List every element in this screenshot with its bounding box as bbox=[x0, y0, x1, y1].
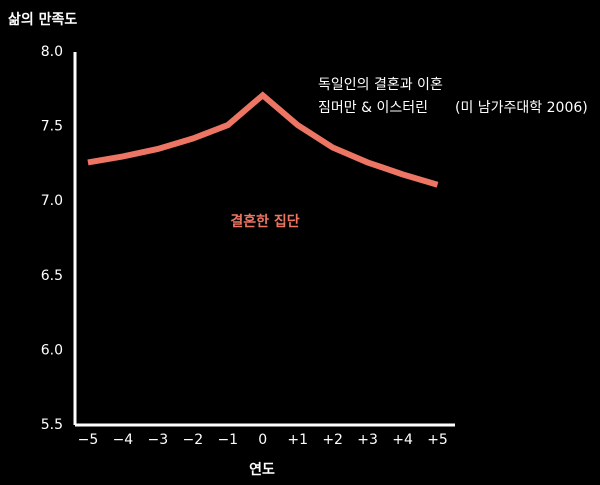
y-tick-label: 7.0 bbox=[41, 193, 63, 209]
x-tick-label: +1 bbox=[287, 432, 308, 448]
x-tick-label: +2 bbox=[322, 432, 343, 448]
annotation: 독일인의 결혼과 이혼 bbox=[318, 77, 443, 93]
x-tick-label: −4 bbox=[113, 432, 134, 448]
x-tick-label: 0 bbox=[258, 432, 267, 448]
x-tick-label: +5 bbox=[427, 432, 448, 448]
annotation: (미 남가주대학 2006) bbox=[455, 100, 588, 116]
y-tick-label: 7.5 bbox=[41, 119, 63, 135]
y-tick-label: 6.5 bbox=[41, 268, 63, 284]
series-label: 결혼한 집단 bbox=[230, 213, 299, 230]
x-tick-label: +4 bbox=[392, 432, 413, 448]
data-line bbox=[87, 91, 439, 188]
x-tick-label: −1 bbox=[217, 432, 238, 448]
x-tick-label: −2 bbox=[182, 432, 203, 448]
y-tick-label: 6.0 bbox=[41, 342, 63, 358]
x-tick-label: −5 bbox=[78, 432, 99, 448]
y-tick-label: 8.0 bbox=[41, 44, 63, 60]
y-axis-label: 삶의 만족도 bbox=[8, 11, 77, 28]
annotation: 짐머만 & 이스터린 bbox=[318, 100, 428, 116]
y-tick-label: 5.5 bbox=[41, 417, 63, 433]
x-tick-label: −3 bbox=[148, 432, 169, 448]
x-tick-label: +3 bbox=[357, 432, 378, 448]
x-axis-label: 연도 bbox=[249, 462, 275, 478]
